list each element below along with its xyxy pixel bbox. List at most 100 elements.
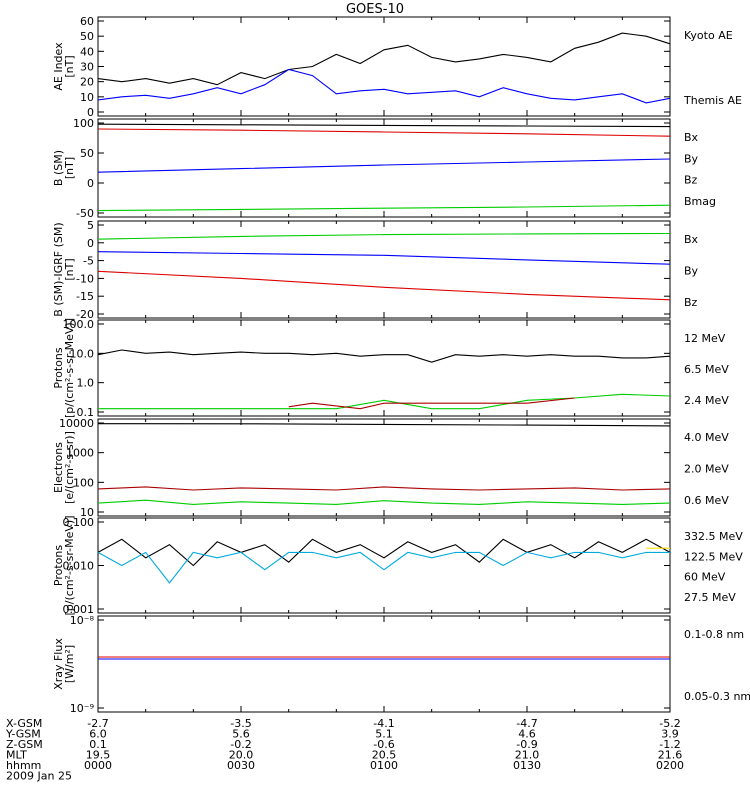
series-line [97,349,671,363]
legend-entry: 27.5 MeV [684,591,736,604]
legend-entry: 332.5 MeV [684,530,743,543]
legend-entry: Bmag [684,195,716,208]
legend-entry: Bx [684,131,699,144]
series-line [97,423,671,427]
footer-row-label: Z-GSM [6,738,43,751]
panel-1: 0 10 20 30 40 50 60 AE Index[nT] Kyoto AE Themis … [52,15,742,119]
y-axis-label: B (SM)-IGRF (SM) [52,222,65,316]
legend-entry: 12 MeV [684,332,726,345]
series-line [97,204,671,212]
legend-entry: Bz [684,174,698,187]
legend-entry: 2.0 MeV [684,463,729,476]
series-line [97,32,671,86]
footer-row-label: Y-GSM [5,728,41,741]
panel-frame [97,517,671,614]
legend-entry: By [684,152,699,165]
series-line [97,551,670,584]
y-axis-label: [W/m²] [63,645,76,683]
footer-value: -5.2 [659,717,680,730]
panel-frame [97,319,671,417]
y-axis-label: Electrons [52,442,65,493]
y-tick-label: 10 [80,91,94,104]
series-line [97,128,671,137]
footer-value: -1.2 [659,738,680,751]
footer-value: 0100 [370,759,398,772]
footer-value: -0.2 [230,738,251,751]
panel-frame [97,220,671,319]
y-tick-label: 20 [80,76,94,89]
y-tick-label: 10 [80,506,94,519]
series-line [97,123,671,128]
y-tick-label: 50 [80,30,94,43]
footer-value: 19.5 [86,749,111,762]
series-line [97,68,671,104]
y-tick-label: 0 [87,177,94,190]
legend-entry: Bx [684,233,699,246]
legend-entry: Bz [684,296,698,309]
panel-5: 10 100 1000 10000 Electrons[e/(cm²-s-sr)] 4.0… [52,417,729,519]
legend-entry: 0.6 MeV [684,494,729,507]
y-axis-label: [p/(cm²-s-sr-MeV)] [63,318,76,418]
footer-value: 0130 [513,759,541,772]
y-axis-label: [nT] [63,157,76,179]
series-line [97,486,671,491]
y-tick-label: 10.0 [70,347,95,360]
footer-value: -0.9 [516,738,537,751]
y-tick-label: 100 [73,476,94,489]
y-axis-label: Protons [52,545,65,586]
series-line [97,158,671,173]
y-tick-label: 60 [80,15,94,28]
y-axis-label: [nT] [63,258,76,280]
y-tick-label: 100 [73,117,94,130]
footer-value: 3.9 [661,728,679,741]
y-tick-label: -10 [76,272,94,285]
legend-entry: 2.4 MeV [684,394,729,407]
series-line [97,232,671,240]
footer-value: 20.5 [372,749,397,762]
y-tick-label: -5 [83,255,94,268]
panel-6: 0.001 0.010 0.100 Protons[p/(cm²-s-sr-MeV)]… [52,516,743,617]
panel-7: 10⁻⁹ 10⁻⁸ Xray Flux[W/m²] 0.1-0.8 nm 0.05-0.… [52,614,750,715]
footer-value: -4.1 [373,717,394,730]
legend-entry: 60 MeV [684,571,726,584]
series-line [97,270,671,301]
footer-value: -2.7 [87,717,108,730]
footer-row-label: X-GSM [6,717,42,730]
y-axis-label: [nT] [63,55,76,77]
legend-entry: Kyoto AE [684,29,733,42]
y-tick-label: 10⁻⁹ [70,702,94,715]
panel-frame [97,16,671,117]
footer-value: 4.6 [518,728,536,741]
series-line [97,499,671,505]
panel-frame [97,418,671,517]
y-tick-label: 50 [80,147,94,160]
y-tick-label: 0.001 [63,603,95,616]
y-tick-label: 0.100 [63,516,95,529]
footer-value: -3.5 [230,717,251,730]
series-line [97,538,671,567]
legend-entry: By [684,265,699,278]
panel-3: -20 -15 -10 -5 0 5 B (SM)-IGRF (SM)[nT] Bx By Bz [52,219,699,321]
legend-entry: 4.0 MeV [684,431,729,444]
y-axis-label: AE Index [52,42,65,91]
footer-value: 0.1 [89,738,107,751]
footer-value: 0030 [227,759,255,772]
footer-date: 2009 Jan 25 [6,770,72,783]
footer-value: 21.6 [658,749,683,762]
footer-value: 0200 [656,759,684,772]
y-tick-label: 100.0 [63,318,95,331]
y-tick-label: -15 [76,290,94,303]
footer-row-label: MLT [6,749,27,762]
panel-4: 0.1 1.0 10.0 100.0 Protons[p/(cm²-s-sr-MeV)]… [52,318,729,419]
figure-title: GOES-10 [346,2,404,17]
footer-value: -0.6 [373,738,394,751]
y-tick-label: 0.1 [77,406,95,419]
legend-entry: 0.05-0.3 nm [684,690,750,703]
y-axis-label: Xray Flux [52,638,65,690]
y-tick-label: -20 [76,308,94,321]
y-tick-label: -50 [76,207,94,220]
y-tick-label: 0 [87,237,94,250]
